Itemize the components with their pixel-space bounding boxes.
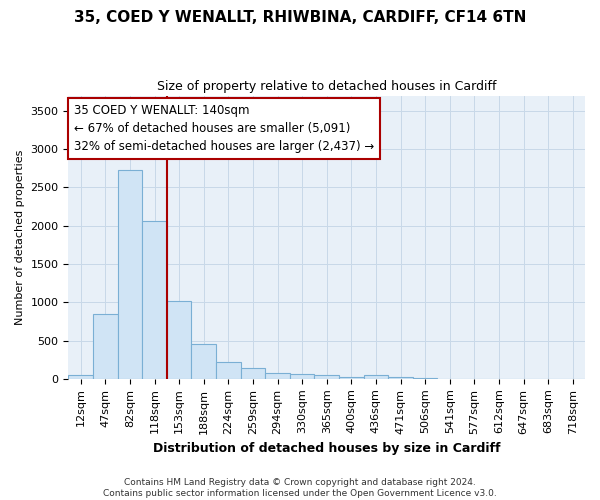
Y-axis label: Number of detached properties: Number of detached properties <box>15 150 25 325</box>
Bar <box>339 376 364 379</box>
Bar <box>93 314 118 379</box>
Bar <box>191 344 216 379</box>
X-axis label: Distribution of detached houses by size in Cardiff: Distribution of detached houses by size … <box>153 442 500 455</box>
Bar <box>216 362 241 379</box>
Title: Size of property relative to detached houses in Cardiff: Size of property relative to detached ho… <box>157 80 496 93</box>
Bar <box>68 374 93 379</box>
Bar <box>241 368 265 379</box>
Bar <box>364 374 388 379</box>
Bar <box>290 374 314 379</box>
Bar <box>118 170 142 379</box>
Text: 35 COED Y WENALLT: 140sqm
← 67% of detached houses are smaller (5,091)
32% of se: 35 COED Y WENALLT: 140sqm ← 67% of detac… <box>74 104 374 153</box>
Bar <box>142 221 167 379</box>
Bar <box>265 372 290 379</box>
Bar <box>388 377 413 379</box>
Text: 35, COED Y WENALLT, RHIWBINA, CARDIFF, CF14 6TN: 35, COED Y WENALLT, RHIWBINA, CARDIFF, C… <box>74 10 526 25</box>
Text: Contains HM Land Registry data © Crown copyright and database right 2024.
Contai: Contains HM Land Registry data © Crown c… <box>103 478 497 498</box>
Bar <box>167 302 191 379</box>
Bar <box>314 375 339 379</box>
